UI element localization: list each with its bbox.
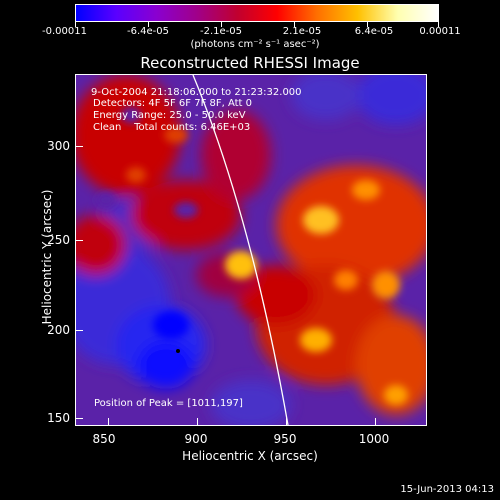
footer-timestamp: 15-Jun-2013 04:13 [400,484,494,495]
y-tick-label: 250 [47,233,70,247]
colorbar-tick-label: -0.00011 [42,26,87,37]
colorbar [75,4,439,22]
rhessi-image-svg [76,75,426,425]
intensity-map [76,75,426,425]
colorbar-tick [367,22,368,27]
y-tick-label: 300 [47,139,70,153]
rhessi-image-plot: 9-Oct-2004 21:18:06.000 to 21:23:32.000 … [75,74,427,426]
y-tick-mark [75,418,83,419]
time-range-text: 9-Oct-2004 21:18:06.000 to 21:23:32.000 [91,87,302,98]
y-tick-mark [75,146,83,147]
image-title: Reconstructed RHESSI Image [140,54,360,72]
x-tick-label: 950 [273,432,297,446]
x-tick-mark [108,418,109,426]
x-tick-mark [286,418,287,426]
solar-limb-line [192,75,289,425]
colorbar-tick [75,22,76,27]
energy-range-text: Energy Range: 25.0 - 50.0 keV [93,110,246,121]
x-tick-mark [375,418,376,426]
x-tick-label: 1000 [358,432,390,446]
colorbar-tick-label: 6.4e-05 [354,26,394,37]
colorbar-tick-label: -2.1e-05 [200,26,242,37]
peak-position-text: Position of Peak = [1011,197] [94,398,243,409]
colorbar-tick [294,22,295,27]
colorbar-tick [438,22,439,27]
colorbar-tick-label: 0.00011 [419,26,461,37]
colorbar-units-label: (photons cm⁻² s⁻¹ asec⁻²) [190,39,320,50]
y-tick-label: 200 [47,323,70,337]
peak-marker [176,349,180,353]
y-axis-label: Heliocentric Y (arcsec) [40,189,54,325]
colorbar-tick-label: 2.1e-05 [282,26,322,37]
detectors-text: Detectors: 4F 5F 6F 7F 8F, Att 0 [93,98,253,109]
x-tick-label: 900 [184,432,208,446]
bright-sources [96,107,408,405]
y-tick-label: 150 [47,411,70,425]
y-tick-mark [75,330,83,331]
colorbar-tick-label: -6.4e-05 [127,26,169,37]
x-tick-mark [197,418,198,426]
x-tick-label: 850 [92,432,116,446]
colorbar-tick [221,22,222,27]
y-tick-mark [75,240,83,241]
colorbar-tick [148,22,149,27]
x-axis-label: Heliocentric X (arcsec) [182,449,318,463]
clean-counts-text: Clean Total counts: 6.46E+03 [93,122,251,133]
